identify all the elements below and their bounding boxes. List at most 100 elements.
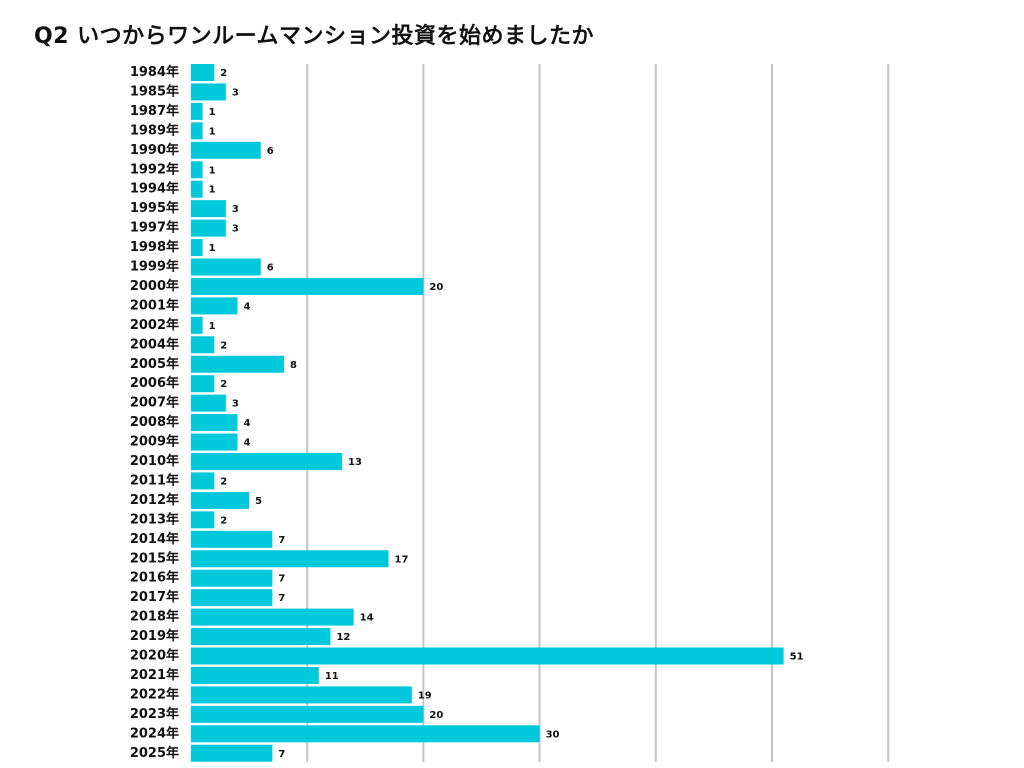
bars — [191, 64, 784, 762]
category-label: 2004年 — [130, 336, 179, 352]
bar — [191, 453, 343, 470]
value-label: 30 — [546, 729, 560, 740]
category-label: 2010年 — [130, 453, 179, 469]
bar — [191, 219, 226, 237]
category-label: 2024年 — [130, 725, 179, 741]
bar — [191, 705, 424, 723]
category-label: 2009年 — [130, 434, 179, 450]
bar — [191, 200, 226, 218]
category-label: 2019年 — [130, 628, 179, 644]
category-label: 1999年 — [130, 259, 179, 275]
category-label: 2013年 — [130, 511, 179, 527]
category-label: 1984年 — [130, 64, 179, 80]
value-label: 6 — [267, 263, 274, 274]
value-label: 2 — [220, 515, 227, 526]
category-label: 2011年 — [130, 472, 179, 488]
value-label: 1 — [209, 165, 216, 176]
bar — [191, 530, 273, 548]
category-label: 1997年 — [130, 220, 179, 236]
bar — [191, 433, 238, 451]
value-label: 5 — [255, 496, 262, 507]
bar — [191, 64, 215, 81]
bar — [191, 394, 226, 412]
value-label: 7 — [278, 593, 285, 604]
bar — [191, 355, 284, 373]
bar — [191, 491, 250, 509]
value-label: 3 — [232, 204, 239, 215]
bar — [191, 161, 203, 179]
category-label: 2021年 — [130, 667, 179, 683]
value-label: 3 — [232, 399, 239, 410]
category-label: 2005年 — [130, 356, 179, 372]
bar — [191, 277, 424, 295]
bar — [191, 628, 331, 646]
category-label: 2018年 — [130, 609, 179, 625]
value-label: 1 — [209, 321, 216, 332]
bar — [191, 472, 215, 490]
bar — [191, 258, 261, 276]
category-label: 2002年 — [130, 317, 179, 333]
bar — [191, 725, 540, 743]
value-label: 20 — [429, 282, 443, 293]
category-label: 1989年 — [130, 122, 179, 138]
category-label: 2023年 — [130, 706, 179, 722]
bar — [191, 686, 412, 704]
bar — [191, 744, 273, 762]
bar — [191, 550, 389, 568]
category-label: 1998年 — [130, 239, 179, 255]
category-label: 2007年 — [130, 395, 179, 411]
labels: 1984年 2 1985年 3 1987年 1 1989年 1 1990年 6 1992年 1 1994… — [130, 64, 804, 761]
category-label: 2015年 — [130, 550, 179, 566]
bar — [191, 297, 238, 315]
value-label: 1 — [209, 107, 216, 118]
value-label: 20 — [429, 710, 443, 721]
value-label: 14 — [360, 613, 374, 624]
bar — [191, 511, 215, 529]
value-label: 51 — [790, 652, 804, 663]
bar — [191, 180, 203, 198]
bar — [191, 141, 261, 159]
bar — [191, 102, 203, 120]
category-label: 2025年 — [130, 745, 179, 761]
gridlines — [306, 64, 890, 762]
category-label: 2014年 — [130, 531, 179, 547]
bar — [191, 569, 273, 587]
category-label: 2012年 — [130, 492, 179, 508]
value-label: 8 — [290, 360, 297, 371]
value-label: 13 — [348, 457, 362, 468]
value-label: 4 — [243, 301, 250, 312]
value-label: 4 — [243, 438, 250, 449]
category-label: 2020年 — [130, 648, 179, 664]
category-label: 1994年 — [130, 181, 179, 197]
category-label: 1987年 — [130, 103, 179, 119]
category-label: 2006年 — [130, 375, 179, 391]
value-label: 6 — [267, 146, 274, 157]
value-label: 7 — [278, 535, 285, 546]
value-label: 1 — [209, 243, 216, 254]
value-label: 11 — [325, 671, 339, 682]
value-label: 19 — [418, 690, 432, 701]
category-label: 2008年 — [130, 414, 179, 430]
bar — [191, 83, 226, 101]
value-label: 2 — [220, 379, 227, 390]
category-label: 1990年 — [130, 142, 179, 158]
bar — [191, 589, 273, 607]
category-label: 2022年 — [130, 686, 179, 702]
category-label: 1995年 — [130, 200, 179, 216]
value-label: 3 — [232, 87, 239, 98]
bar — [191, 336, 215, 354]
value-label: 12 — [336, 632, 350, 643]
value-label: 7 — [278, 574, 285, 585]
value-label: 7 — [278, 749, 285, 760]
value-label: 1 — [209, 126, 216, 137]
category-label: 2016年 — [130, 570, 179, 586]
bar — [191, 316, 203, 334]
category-label: 2017年 — [130, 589, 179, 605]
category-label: 2001年 — [130, 297, 179, 313]
chart-title: Q2 いつからワンルームマンション投資を始めましたか — [34, 24, 595, 49]
value-label: 17 — [395, 554, 409, 565]
value-label: 4 — [243, 418, 250, 429]
value-label: 1 — [209, 185, 216, 196]
value-label: 2 — [220, 340, 227, 351]
